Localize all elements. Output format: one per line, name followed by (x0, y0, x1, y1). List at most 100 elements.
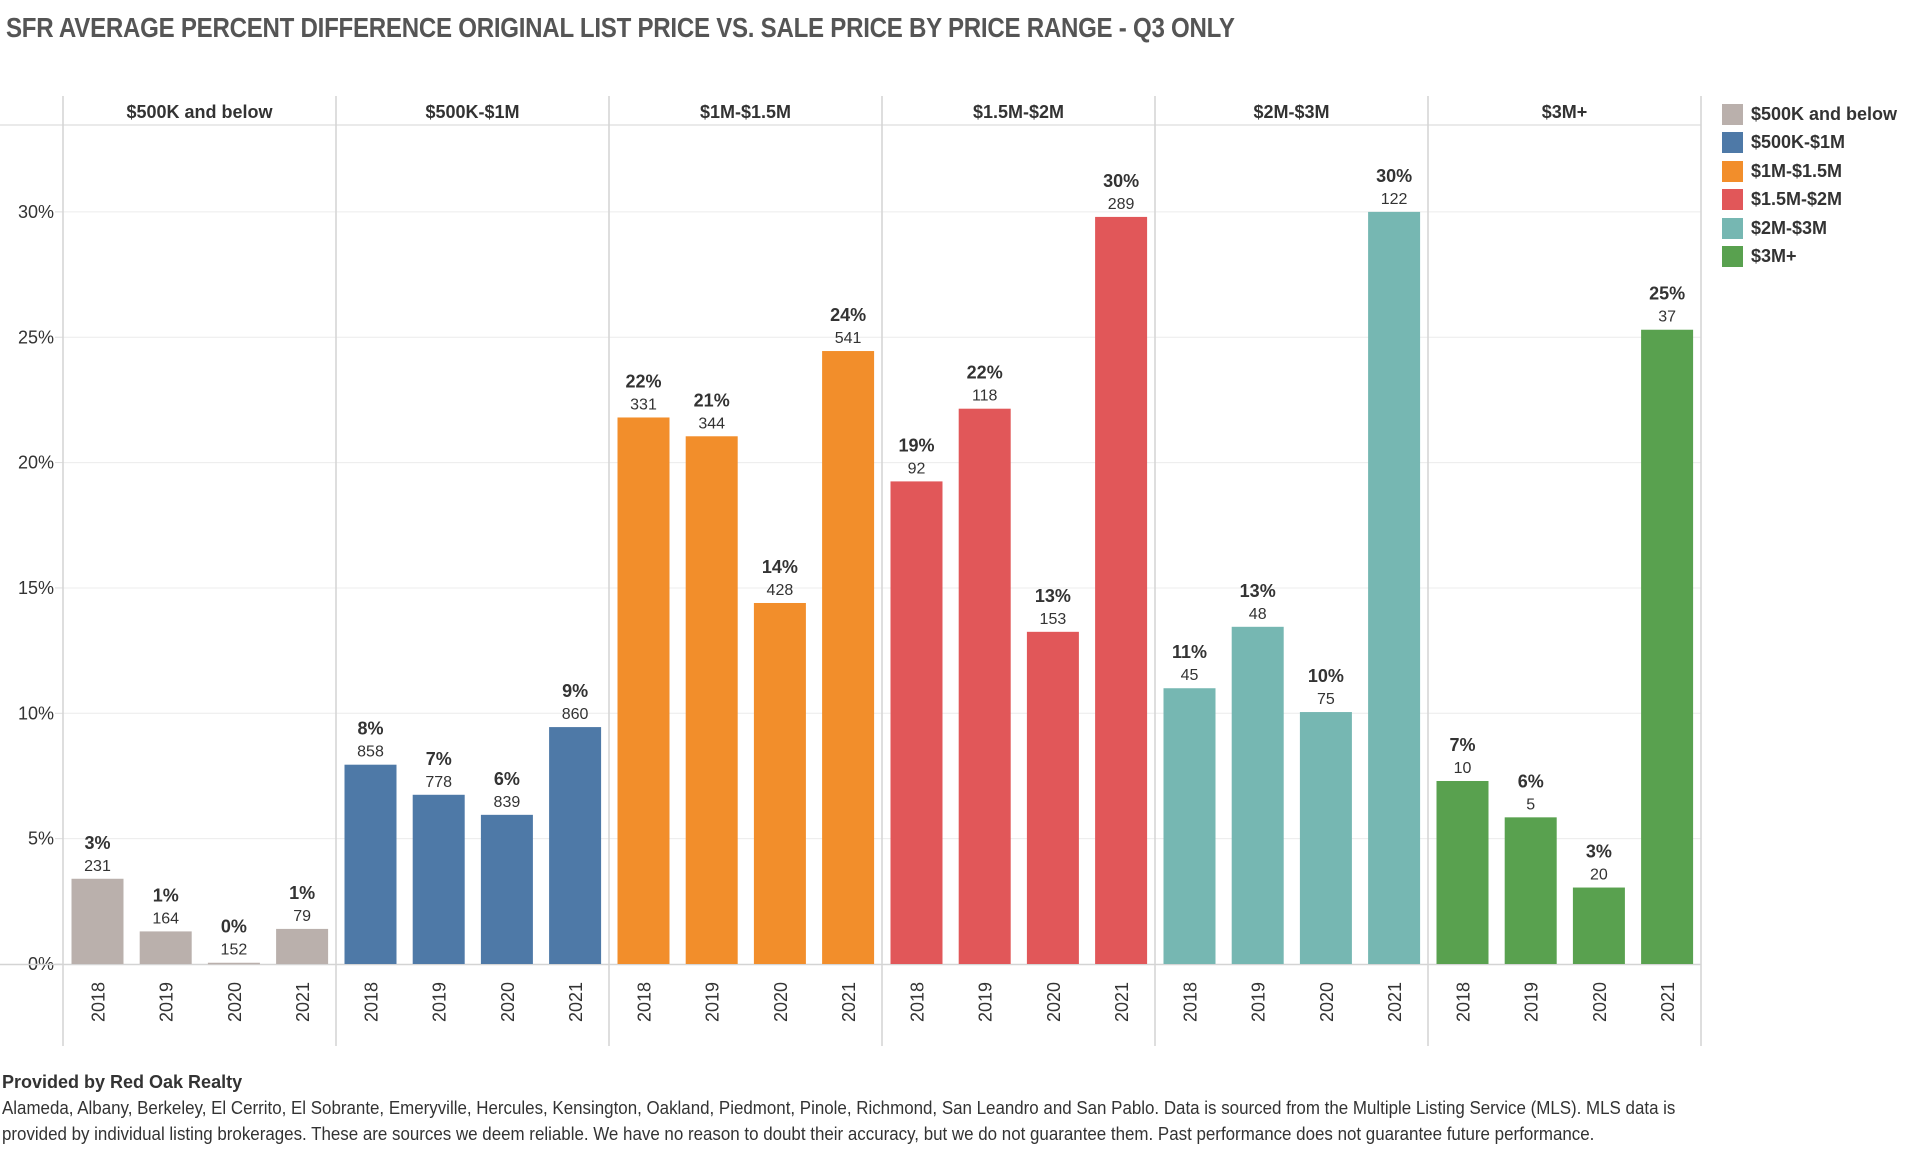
bar-value-label: 14% (762, 557, 798, 577)
bar-value-label: 25% (1649, 284, 1685, 304)
bar-count-label: 37 (1658, 309, 1676, 326)
x-tick-label: 2021 (839, 982, 859, 1022)
y-tick-label: 5% (28, 829, 54, 849)
legend-swatch (1722, 160, 1743, 182)
footer: Provided by Red Oak Realty Alameda, Alba… (2, 1069, 1702, 1147)
legend-label: $1M-$1.5M (1751, 160, 1843, 181)
legend-swatch (1722, 103, 1743, 125)
bar-count-label: 153 (1040, 611, 1067, 628)
bar (1572, 887, 1625, 964)
legend-item[interactable]: $2M-$3M (1722, 214, 1897, 243)
bar (822, 351, 875, 964)
bar-count-label: 10 (1454, 760, 1472, 777)
bar-count-label: 839 (494, 794, 521, 811)
x-tick-label: 2020 (1590, 982, 1610, 1022)
bar-count-label: 45 (1181, 667, 1199, 684)
bar (480, 814, 533, 964)
legend-item[interactable]: $1.5M-$2M (1722, 186, 1897, 215)
x-tick-label: 2021 (293, 982, 313, 1022)
bar-value-label: 6% (494, 769, 520, 789)
bar (71, 878, 124, 964)
x-tick-label: 2019 (1522, 982, 1542, 1022)
x-tick-label: 2019 (703, 982, 723, 1022)
bar (344, 764, 397, 964)
panel-header: $2M-$3M (1253, 102, 1329, 122)
bar (753, 602, 806, 964)
y-tick-label: 15% (18, 578, 54, 598)
bar-value-label: 10% (1308, 666, 1344, 686)
panel-header: $1M-$1.5M (700, 102, 791, 122)
bar-count-label: 75 (1317, 691, 1335, 708)
bar-value-label: 7% (1449, 735, 1475, 755)
chart-title: SFR AVERAGE PERCENT DIFFERENCE ORIGINAL … (6, 12, 1235, 43)
x-tick-label: 2021 (1112, 982, 1132, 1022)
bar-value-label: 6% (1518, 771, 1544, 791)
bar (412, 794, 465, 964)
bar (276, 928, 329, 964)
bar (207, 962, 260, 965)
bar-value-label: 22% (625, 371, 661, 391)
panel-header: $3M+ (1542, 102, 1588, 122)
bar-count-label: 860 (562, 706, 589, 723)
x-tick-label: 2020 (771, 982, 791, 1022)
legend-swatch (1722, 132, 1743, 154)
bar-count-label: 331 (630, 396, 657, 413)
bar-count-label: 541 (835, 330, 862, 347)
bar-count-label: 118 (972, 388, 998, 405)
bar-count-label: 344 (698, 415, 725, 432)
legend: $500K and below $500K-$1M $1M-$1.5M $1.5… (1722, 100, 1897, 271)
bar-value-label: 22% (967, 363, 1003, 383)
bar-value-label: 30% (1103, 171, 1139, 191)
footer-disclaimer: Alameda, Albany, Berkeley, El Cerrito, E… (2, 1098, 1676, 1144)
bar-value-label: 30% (1376, 166, 1412, 186)
bar (1163, 688, 1216, 964)
bar-count-label: 20 (1590, 867, 1608, 884)
bar-value-label: 7% (426, 749, 452, 769)
x-tick-label: 2019 (1249, 982, 1269, 1022)
y-tick-label: 20% (18, 453, 54, 473)
bar-value-label: 3% (1586, 842, 1612, 862)
bar (1026, 631, 1079, 964)
bar (1368, 211, 1421, 964)
bar (1095, 216, 1148, 964)
bar (958, 408, 1011, 965)
bar-count-label: 152 (221, 942, 248, 959)
bar-count-label: 79 (293, 908, 311, 925)
x-tick-label: 2019 (157, 982, 177, 1022)
bar-count-label: 858 (357, 744, 384, 761)
legend-label: $2M-$3M (1751, 217, 1828, 238)
bar (1641, 329, 1694, 964)
panel-header: $500K-$1M (425, 102, 519, 122)
bar-value-label: 0% (221, 917, 247, 937)
bar-value-label: 13% (1240, 581, 1276, 601)
bar-count-label: 778 (425, 774, 452, 791)
bar-count-label: 164 (152, 910, 179, 927)
legend-label: $1.5M-$2M (1751, 189, 1843, 210)
x-tick-label: 2019 (430, 982, 450, 1022)
y-tick-label: 30% (18, 202, 54, 222)
legend-item[interactable]: $500K and below (1722, 100, 1897, 129)
bar-count-label: 5 (1526, 796, 1535, 813)
x-tick-label: 2018 (1181, 982, 1201, 1022)
panel-header: $1.5M-$2M (973, 102, 1064, 122)
bar (1436, 780, 1489, 964)
x-tick-label: 2021 (1658, 982, 1678, 1022)
bar-value-label: 19% (898, 435, 934, 455)
x-tick-label: 2018 (908, 982, 928, 1022)
legend-item[interactable]: $1M-$1.5M (1722, 157, 1897, 186)
bar-value-label: 8% (357, 719, 383, 739)
x-tick-label: 2020 (498, 982, 518, 1022)
bar (685, 436, 738, 964)
bar (617, 417, 670, 964)
legend-item[interactable]: $500K-$1M (1722, 129, 1897, 158)
bar-count-label: 289 (1108, 196, 1135, 213)
legend-label: $500K and below (1751, 103, 1898, 124)
x-tick-label: 2019 (976, 982, 996, 1022)
bar-value-label: 1% (153, 885, 179, 905)
bar (1504, 817, 1557, 964)
panel-header: $500K and below (126, 102, 273, 122)
legend-item[interactable]: $3M+ (1722, 243, 1897, 272)
bar-value-label: 11% (1172, 642, 1207, 662)
bar-value-label: 21% (694, 390, 730, 410)
bar (1299, 712, 1352, 964)
